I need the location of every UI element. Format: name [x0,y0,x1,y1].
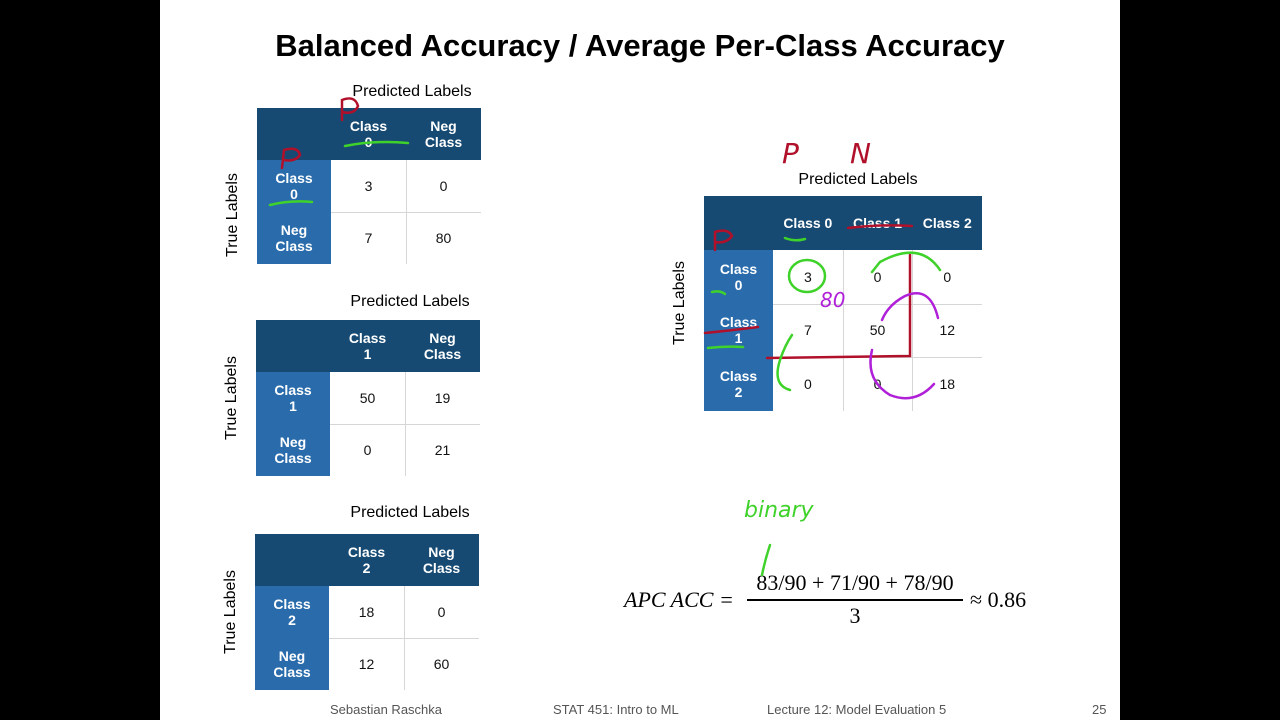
matrix-cell: 0 [437,604,446,620]
matrix-cell: 0 [943,268,952,285]
matrix-cell: 60 [433,656,450,672]
annotation-p: P [782,137,799,170]
slide-title: Balanced Accuracy / Average Per-Class Ac… [275,28,1005,63]
matrix-cell: 18 [358,604,375,620]
matrix-cell: 7 [803,322,812,339]
row-header: Neg Class [273,648,311,680]
row-header: Neg Class [275,222,313,254]
arrow-mark [870,251,942,274]
matrix-cell: 12 [358,656,375,672]
annotation-eighty: 80 [820,288,846,312]
predicted-labels-title: Predicted Labels [352,83,472,100]
column-header: Neg Class [424,118,463,150]
predicted-labels-title: Predicted Labels [350,504,470,521]
matrix-cell: 0 [873,268,882,285]
underline-mark [343,140,410,148]
grid-line [330,424,480,425]
handwriting-annotations [268,97,942,577]
arrow-mark [869,348,936,400]
column-header: Class 0 [783,215,833,231]
slide: Balanced Accuracy / Average Per-Class Ac… [160,0,1120,720]
arrow-mark [880,292,940,322]
p-mark [280,147,302,170]
footer-author: Sebastian Raschka [330,702,443,717]
matrix-cell: 18 [939,375,956,392]
footer-lecture: Lecture 12: Model Evaluation 5 [767,702,947,717]
underline-mark [268,200,314,207]
column-header: Class 1 [348,330,387,362]
grid-line [331,212,481,213]
matrix-cell: 3 [803,268,812,285]
formula-lhs: APC ACC = [624,587,734,612]
matrix-cell: 0 [439,178,448,194]
row-header: Class 1 [274,382,312,414]
matrix-cell: 50 [869,322,886,339]
column-header: Neg Class [423,330,462,362]
strike-mark [846,224,914,230]
row-header: Class 0 [719,260,758,293]
matrix-cell: 12 [939,322,956,339]
matrix-cell: 80 [435,230,452,246]
fraction-bar [747,599,963,601]
tick-mark [760,543,772,577]
predicted-labels-title: Predicted Labels [798,171,918,188]
formula-numerator: 83/90 + 71/90 + 78/90 [756,570,954,595]
arrow-mark [776,333,794,392]
row-header: Class 1 [719,314,758,347]
matrix-cell: 21 [434,442,451,458]
matrix-cell: 7 [364,230,373,246]
row-header: Class 2 [273,596,311,628]
predicted-labels-title: Predicted Labels [350,293,470,310]
grid-line [842,250,844,411]
row-header: Neg Class [274,434,312,466]
footer-course: STAT 451: Intro to ML [553,702,679,717]
formula-denominator: 3 [849,603,861,628]
matrix-cell: 3 [364,178,373,194]
matrix-header [255,534,479,586]
grid-line [329,638,479,639]
matrix-row-header [257,160,331,264]
annotation-n: N [850,137,871,170]
column-header: Neg Class [422,544,461,576]
grid-line [773,303,983,305]
matrix-header [256,320,480,372]
circle-mark [787,258,827,294]
strike-mark [703,325,760,335]
row-header: Class 2 [719,367,758,400]
annotation-binary: binary [744,498,814,523]
p-mark [713,229,734,252]
matrix-header [704,196,983,250]
formula-result: ≈ 0.86 [970,587,1027,612]
underline-mark [783,236,807,242]
row-header: Class 0 [275,170,313,202]
matrix-cell: 50 [359,390,376,406]
footer-page-number: 25 [1092,702,1107,717]
matrix-header [257,108,481,160]
grid-line [912,250,914,411]
matrix-cell: 19 [434,390,451,406]
partition-line [765,253,912,360]
column-header: Class 2 [347,544,386,576]
column-header: Class 2 [922,215,972,231]
p-mark [340,97,360,122]
matrix-cell: 0 [803,375,812,392]
matrix-row-header [256,372,330,476]
matrix-cell: 0 [363,442,372,458]
underline-mark [706,345,745,350]
matrix-row-header [255,586,329,690]
underline-mark [710,290,727,296]
